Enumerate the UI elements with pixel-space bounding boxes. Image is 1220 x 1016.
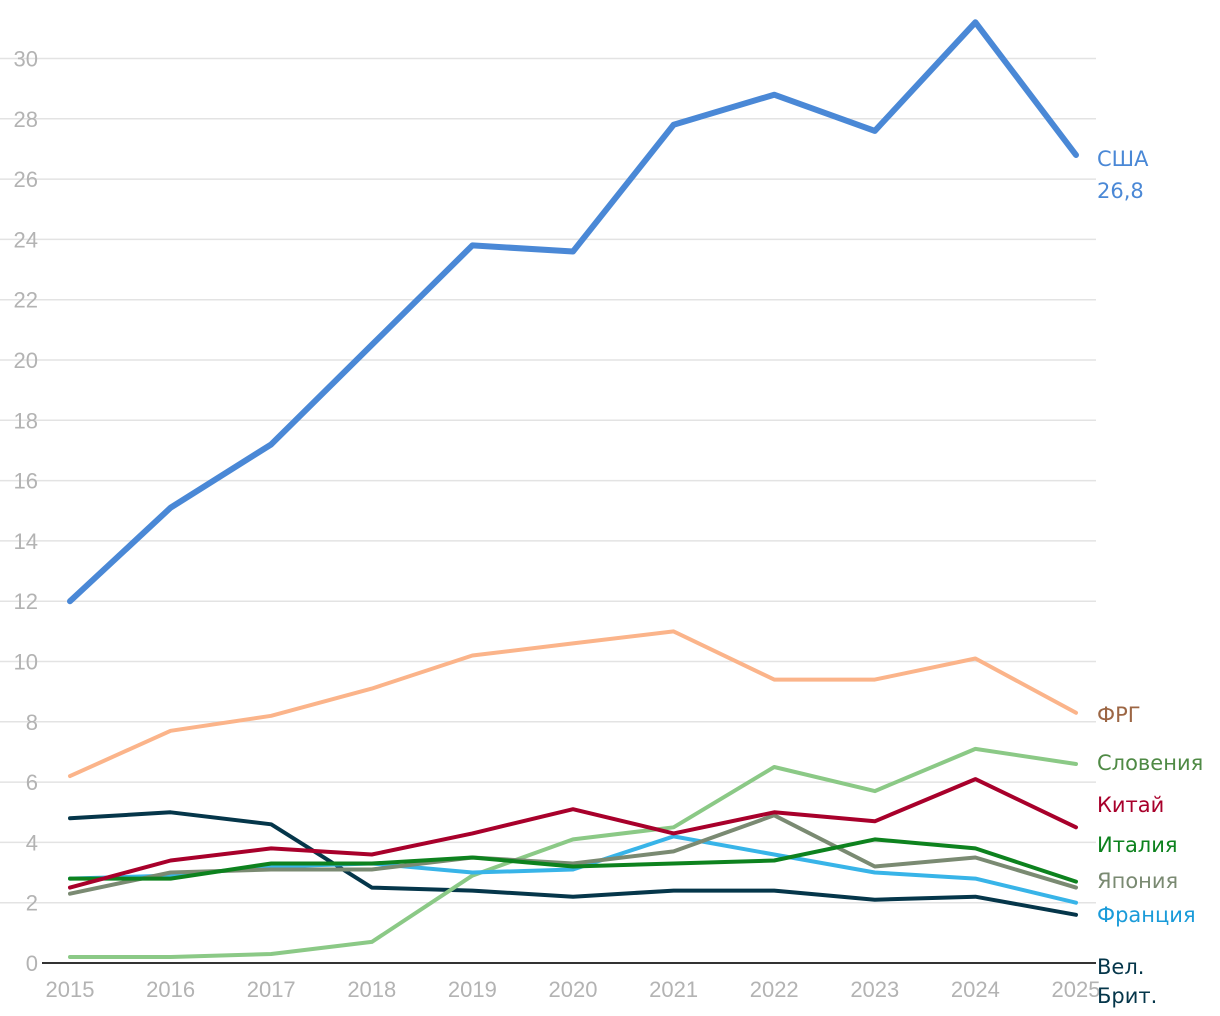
- series-label: Италия: [1097, 833, 1178, 857]
- y-tick-label: 18: [14, 408, 38, 433]
- y-tick-label: 22: [14, 288, 38, 313]
- y-tick-label: 10: [14, 650, 38, 675]
- x-tick-label: 2020: [549, 977, 598, 1002]
- y-tick-label: 30: [14, 47, 38, 72]
- series-line-7: [67, 19, 1079, 605]
- series-label: Китай: [1097, 793, 1164, 817]
- x-tick-label: 2016: [146, 977, 195, 1002]
- series-lines: [67, 19, 1079, 959]
- y-tick-label: 2: [26, 891, 38, 916]
- series-line-6: [68, 629, 1078, 779]
- y-tick-label: 0: [26, 951, 38, 976]
- y-tick-label: 24: [14, 227, 38, 252]
- y-tick-label: 8: [26, 710, 38, 735]
- y-tick-label: 16: [14, 469, 38, 494]
- x-tick-label: 2022: [750, 977, 799, 1002]
- y-tick-label: 6: [26, 770, 38, 795]
- y-tick-label: 28: [14, 107, 38, 132]
- x-tick-label: 2021: [649, 977, 698, 1002]
- end-value-label: 26,8: [1097, 179, 1144, 203]
- x-tick-label: 2015: [46, 977, 95, 1002]
- y-tick-label: 26: [14, 167, 38, 192]
- series-label: ФРГ: [1097, 703, 1141, 727]
- series-line-4: [68, 837, 1078, 884]
- x-tick-label: 2017: [247, 977, 296, 1002]
- y-tick-label: 14: [14, 529, 38, 554]
- x-tick-label: 2019: [448, 977, 497, 1002]
- x-tick-label: 2025: [1052, 977, 1101, 1002]
- x-tick-label: 2023: [850, 977, 899, 1002]
- series-label: Япония: [1097, 869, 1178, 893]
- series-label: США: [1097, 147, 1149, 171]
- gridlines: [0, 57, 1096, 904]
- x-axis-ticks: 2015 2016 2017 2018 2019 2020 2021 2022 2023 2024…: [46, 977, 1101, 1002]
- series-label: Франция: [1097, 903, 1196, 927]
- x-tick-label: 2018: [347, 977, 396, 1002]
- series-label: Словения: [1097, 751, 1203, 775]
- y-tick-label: 12: [14, 589, 38, 614]
- x-tick-label: 2024: [951, 977, 1000, 1002]
- series-line-0: [68, 810, 1078, 917]
- series-line-5: [68, 777, 1078, 890]
- y-tick-label: 4: [26, 830, 38, 855]
- series-labels: Вел. Брит. Словения Франция Япония Италия Кита…: [1097, 147, 1203, 1008]
- series-line-1: [68, 746, 1078, 959]
- y-tick-label: 20: [14, 348, 38, 373]
- series-label: Вел. Брит.: [1097, 955, 1157, 1008]
